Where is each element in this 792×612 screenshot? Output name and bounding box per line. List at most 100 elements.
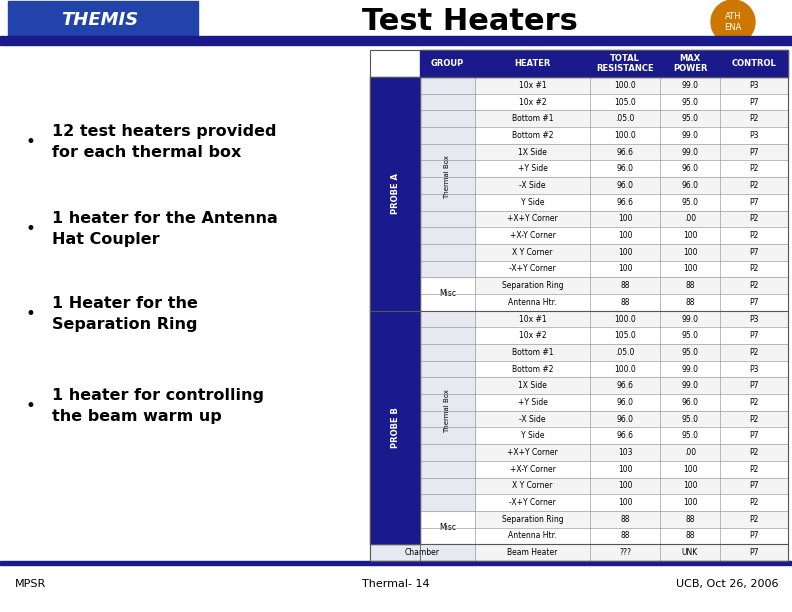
Text: Antenna Htr.: Antenna Htr. xyxy=(508,531,557,540)
Text: ATH
ENA: ATH ENA xyxy=(725,12,741,32)
Text: Test Heaters: Test Heaters xyxy=(362,7,578,35)
Text: P3: P3 xyxy=(749,131,759,140)
Text: 96.6: 96.6 xyxy=(616,381,634,390)
Text: 100: 100 xyxy=(683,465,697,474)
Text: +X+Y Corner: +X+Y Corner xyxy=(507,448,558,457)
Bar xyxy=(475,261,788,277)
Text: P3: P3 xyxy=(749,365,759,373)
Text: 99.0: 99.0 xyxy=(681,81,699,90)
Bar xyxy=(370,50,788,561)
Text: 1X Side: 1X Side xyxy=(518,381,547,390)
Text: P7: P7 xyxy=(749,431,759,440)
Text: 100: 100 xyxy=(683,248,697,257)
Text: 96.6: 96.6 xyxy=(616,147,634,157)
Text: TOTAL
RESISTANCE: TOTAL RESISTANCE xyxy=(596,54,654,73)
Text: 100: 100 xyxy=(683,498,697,507)
Bar xyxy=(475,378,788,394)
Text: PROBE B: PROBE B xyxy=(390,407,399,448)
Text: Y Side: Y Side xyxy=(521,198,544,207)
Text: 100: 100 xyxy=(683,264,697,274)
Text: UCB, Oct 26, 2006: UCB, Oct 26, 2006 xyxy=(676,579,778,589)
Bar xyxy=(475,211,788,227)
Text: +X+Y Corner: +X+Y Corner xyxy=(507,214,558,223)
Text: P7: P7 xyxy=(749,97,759,106)
Text: 100: 100 xyxy=(683,231,697,240)
Text: Chamber: Chamber xyxy=(405,548,440,557)
Text: 96.6: 96.6 xyxy=(616,431,634,440)
Text: 88: 88 xyxy=(620,531,630,540)
Text: P7: P7 xyxy=(749,381,759,390)
Bar xyxy=(475,127,788,144)
Text: HEATER: HEATER xyxy=(514,59,550,68)
Bar xyxy=(475,428,788,444)
Text: P7: P7 xyxy=(749,147,759,157)
Bar xyxy=(475,277,788,294)
Text: 1 Heater for the
Separation Ring: 1 Heater for the Separation Ring xyxy=(52,296,198,332)
Text: 99.0: 99.0 xyxy=(681,365,699,373)
Text: P2: P2 xyxy=(749,498,759,507)
Text: 10x #2: 10x #2 xyxy=(519,331,546,340)
Bar xyxy=(475,177,788,194)
Text: 10x #1: 10x #1 xyxy=(519,81,546,90)
Circle shape xyxy=(711,0,755,44)
Bar xyxy=(475,110,788,127)
Text: MPSR: MPSR xyxy=(15,579,46,589)
Bar xyxy=(475,194,788,211)
Text: P7: P7 xyxy=(749,531,759,540)
Text: 96.0: 96.0 xyxy=(681,164,699,173)
Text: 95.0: 95.0 xyxy=(681,415,699,424)
Text: 1 heater for controlling
the beam warm up: 1 heater for controlling the beam warm u… xyxy=(52,388,264,424)
Bar xyxy=(0,561,792,565)
Text: P2: P2 xyxy=(749,465,759,474)
Text: +Y Side: +Y Side xyxy=(517,398,547,407)
Bar xyxy=(475,411,788,428)
Bar xyxy=(0,36,792,42)
Text: P2: P2 xyxy=(749,281,759,290)
Text: Y Side: Y Side xyxy=(521,431,544,440)
Text: 103: 103 xyxy=(618,448,632,457)
Text: Separation Ring: Separation Ring xyxy=(501,515,563,524)
Text: 95.0: 95.0 xyxy=(681,114,699,123)
Text: X Y Corner: X Y Corner xyxy=(512,248,553,257)
Bar xyxy=(475,494,788,511)
Text: P2: P2 xyxy=(749,264,759,274)
Text: 99.0: 99.0 xyxy=(681,315,699,324)
Bar xyxy=(370,544,475,561)
Text: Misc: Misc xyxy=(439,523,456,532)
Text: +X-Y Corner: +X-Y Corner xyxy=(509,465,555,474)
Bar xyxy=(370,311,420,544)
Text: P2: P2 xyxy=(749,348,759,357)
Text: X Y Corner: X Y Corner xyxy=(512,482,553,490)
Text: 105.0: 105.0 xyxy=(614,331,636,340)
Bar xyxy=(475,394,788,411)
Text: 10x #2: 10x #2 xyxy=(519,97,546,106)
Text: 1X Side: 1X Side xyxy=(518,147,547,157)
Text: 100.0: 100.0 xyxy=(614,365,636,373)
Text: P2: P2 xyxy=(749,515,759,524)
Text: •: • xyxy=(25,397,35,415)
Text: 100: 100 xyxy=(618,231,632,240)
Bar xyxy=(475,244,788,261)
Bar xyxy=(475,444,788,461)
Text: 100: 100 xyxy=(618,264,632,274)
Bar xyxy=(475,544,788,561)
Bar xyxy=(475,160,788,177)
Text: 88: 88 xyxy=(685,531,695,540)
Text: 96.0: 96.0 xyxy=(616,398,634,407)
Text: -X+Y Corner: -X+Y Corner xyxy=(509,498,556,507)
Text: Bottom #1: Bottom #1 xyxy=(512,114,554,123)
Text: 100: 100 xyxy=(618,214,632,223)
Text: -X+Y Corner: -X+Y Corner xyxy=(509,264,556,274)
Text: 100.0: 100.0 xyxy=(614,315,636,324)
Text: P2: P2 xyxy=(749,164,759,173)
Text: 88: 88 xyxy=(620,281,630,290)
Text: 100: 100 xyxy=(618,465,632,474)
Bar xyxy=(420,50,788,77)
Text: •: • xyxy=(25,220,35,238)
Text: Thermal Box: Thermal Box xyxy=(444,389,451,433)
Text: .05.0: .05.0 xyxy=(615,114,634,123)
Text: P2: P2 xyxy=(749,398,759,407)
Text: 96.0: 96.0 xyxy=(681,398,699,407)
Bar xyxy=(475,77,788,94)
Text: 99.0: 99.0 xyxy=(681,131,699,140)
